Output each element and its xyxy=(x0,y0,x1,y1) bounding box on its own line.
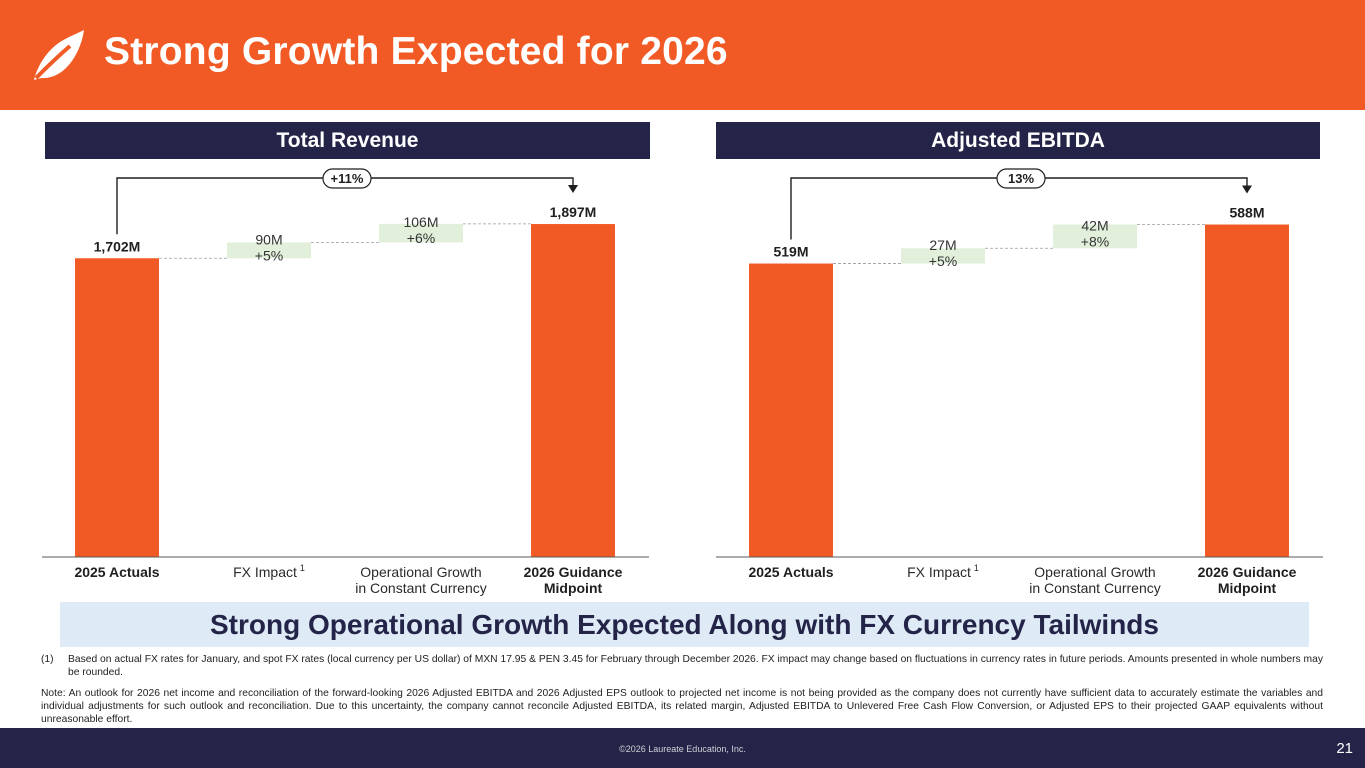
ebitda-category-label-4: 2026 Guidance Midpoint xyxy=(1198,564,1297,596)
ebitda-value-label-1: 519M xyxy=(773,244,808,260)
revenue-category-label-3: Operational Growth in Constant Currency xyxy=(355,564,487,596)
ebitda-category-label-1: 2025 Actuals xyxy=(748,564,833,580)
footer-bar: ©2026 Laureate Education, Inc. 21 xyxy=(0,728,1365,768)
revenue-bar-3 xyxy=(379,223,463,243)
ebitda-value-label-4: 588M xyxy=(1229,205,1264,221)
ebitda-panel-header: Adjusted EBITDA xyxy=(716,122,1320,159)
summary-banner: Strong Operational Growth Expected Along… xyxy=(60,602,1309,647)
footnote: (1) Based on actual FX rates for January… xyxy=(41,653,1323,679)
disclaimer-note: Note: An outlook for 2026 net income and… xyxy=(41,688,1323,725)
ebitda-category-label-2: FX Impact 1 xyxy=(907,563,979,580)
copyright: ©2026 Laureate Education, Inc. xyxy=(619,744,746,754)
ebitda-category-label-3: Operational Growth in Constant Currency xyxy=(1029,564,1161,596)
ebitda-waterfall-chart: 519M 27M +5% 42M +8% 588M 2025 Actuals FX Impac… xyxy=(716,168,1323,596)
revenue-waterfall-chart: 1,702M 90M +5% 106M +6% 1,897M 2025 Actuals FX … xyxy=(42,168,649,596)
revenue-growth-arrowhead xyxy=(568,185,578,194)
revenue-bar-1 xyxy=(75,258,159,557)
ebitda-value-label-3: 42M +8% xyxy=(1081,217,1109,249)
footnote-text: Based on actual FX rates for January, an… xyxy=(68,654,1323,678)
revenue-growth-badge-label: +11% xyxy=(331,171,364,186)
header-bar: Strong Growth Expected for 2026 xyxy=(0,0,1365,110)
revenue-category-label-1: 2025 Actuals xyxy=(74,564,159,580)
footnote-number: (1) xyxy=(41,654,54,665)
revenue-value-label-3: 106M +6% xyxy=(403,214,438,246)
revenue-panel-header: Total Revenue xyxy=(45,122,650,159)
page-number: 21 xyxy=(1336,740,1353,757)
ebitda-bar-4 xyxy=(1205,224,1289,557)
revenue-bar-4 xyxy=(531,224,615,557)
page-title: Strong Growth Expected for 2026 xyxy=(104,30,728,73)
ebitda-growth-badge xyxy=(996,168,1046,189)
revenue-category-label-4: 2026 Guidance Midpoint xyxy=(524,564,623,596)
revenue-value-label-1: 1,702M xyxy=(94,238,141,254)
ebitda-growth-badge-label: 13% xyxy=(1008,171,1034,186)
revenue-value-label-2: 90M +5% xyxy=(255,231,283,263)
ebitda-bar-1 xyxy=(749,263,833,557)
revenue-value-label-4: 1,897M xyxy=(550,204,597,220)
revenue-category-label-2: FX Impact 1 xyxy=(233,563,305,580)
ebitda-growth-arrowhead xyxy=(1242,185,1252,194)
revenue-growth-badge xyxy=(322,168,372,189)
ebitda-bar-3 xyxy=(1053,224,1137,249)
revenue-bar-2 xyxy=(227,242,311,259)
ebitda-bar-2 xyxy=(901,248,985,264)
ebitda-value-label-2: 27M +5% xyxy=(929,237,957,269)
laureate-leaf-icon xyxy=(34,30,84,80)
